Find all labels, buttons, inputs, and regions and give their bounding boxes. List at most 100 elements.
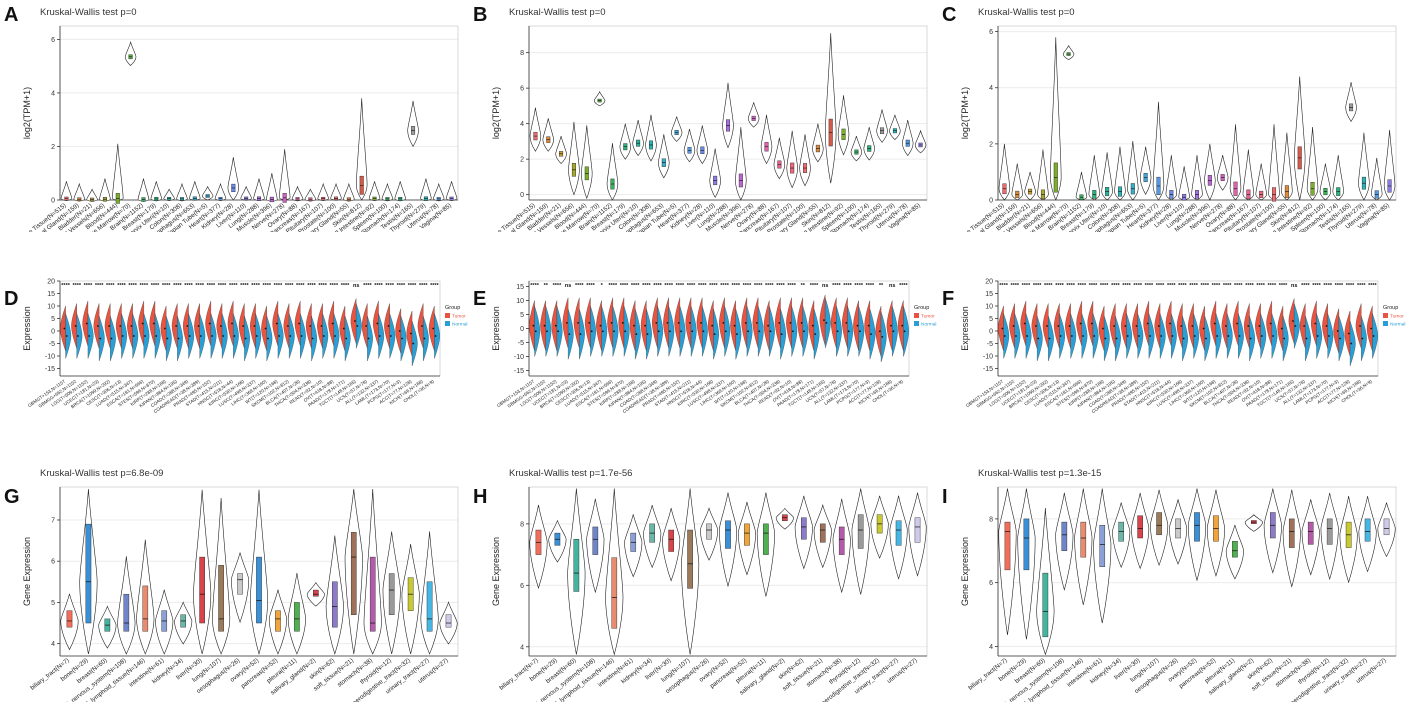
chart-f-normal-median bbox=[1249, 337, 1252, 340]
chart-d-tumor-violin bbox=[183, 303, 189, 349]
chart-e-tumor-median bbox=[722, 322, 725, 324]
chart-h-box bbox=[668, 529, 674, 552]
chart-e-normal-violin bbox=[802, 306, 809, 357]
chart-f-normal-median bbox=[1238, 335, 1241, 337]
chart-d-significance: **** bbox=[84, 283, 93, 289]
chart-g-box bbox=[445, 614, 452, 628]
chart-f-tumor-median bbox=[1202, 327, 1205, 330]
chart-e-normal-median bbox=[870, 333, 872, 335]
chart-e-normal-violin bbox=[746, 306, 753, 357]
chart-i-y-tick-label: 8 bbox=[989, 516, 993, 523]
chart-f-normal-violin bbox=[1215, 313, 1222, 359]
chart-e-normal-median bbox=[814, 333, 817, 335]
chart-g-box bbox=[66, 610, 73, 628]
chart-f-tumor-median bbox=[1124, 325, 1127, 327]
chart-e-significance: **** bbox=[620, 283, 629, 289]
chart-f-tumor-violin bbox=[1288, 298, 1295, 344]
chart-e-normal-median bbox=[836, 330, 839, 333]
chart-d-tumor-violin bbox=[361, 303, 368, 349]
chart-d-tumor-violin bbox=[250, 303, 256, 349]
chart-e-normal-median bbox=[903, 330, 906, 333]
chart-d-tumor-violin bbox=[328, 300, 334, 347]
chart-f-normal-violin bbox=[1171, 313, 1177, 359]
chart-b-violin bbox=[555, 136, 567, 165]
panel-g: G Kruskal-Wallis test p=6.8e-09 4 5 6 7 Gene … bbox=[0, 462, 469, 707]
chart-a-violin bbox=[304, 188, 317, 202]
chart-e-tumor-violin bbox=[618, 297, 625, 349]
chart-e-tumor-median bbox=[554, 324, 557, 327]
panel-letter-e: E bbox=[473, 288, 487, 310]
chart-e-normal-violin bbox=[690, 306, 697, 357]
chart-f-significance: **** bbox=[1167, 283, 1176, 289]
chart-b-violin bbox=[606, 143, 619, 201]
chart-e-normal-median bbox=[825, 322, 828, 324]
chart-f-legend-title: Group bbox=[1383, 305, 1398, 311]
chart-b-y-axis-title: log2(TPM+1) bbox=[491, 87, 501, 139]
chart-f-normal-median bbox=[1272, 335, 1274, 337]
chart-e-tumor-violin bbox=[663, 297, 669, 349]
chart-b-violin bbox=[735, 127, 747, 201]
chart-d-y-tick-label: 10 bbox=[47, 304, 55, 311]
chart-f-normal-median bbox=[1104, 337, 1107, 340]
chart-f-significance: **** bbox=[1044, 283, 1053, 289]
chart-d-legend-title: Group bbox=[445, 305, 460, 311]
chart-f-tumor-violin bbox=[1344, 310, 1351, 357]
chart-f-normal-median bbox=[1059, 335, 1062, 337]
chart-d-normal-median bbox=[367, 337, 370, 340]
chart-f-normal-violin bbox=[1182, 315, 1188, 362]
chart-d-normal-median bbox=[200, 335, 202, 337]
chart-b-violin bbox=[619, 123, 631, 160]
chart-b-violin bbox=[825, 33, 837, 184]
chart-d-tumor-violin bbox=[373, 300, 379, 347]
chart-b-violin bbox=[914, 129, 927, 154]
chart-f-tumor-median bbox=[1169, 322, 1171, 325]
chart-f-tumor-violin bbox=[1031, 303, 1038, 349]
chart-i-box bbox=[1080, 521, 1087, 558]
chart-f-normal-median bbox=[1115, 337, 1118, 340]
chart-b-violin bbox=[683, 128, 696, 163]
chart-f-tumor-median bbox=[1292, 320, 1294, 322]
chart-e-tumor-median bbox=[610, 322, 613, 324]
chart-d-normal-violin bbox=[344, 315, 351, 362]
chart-e-tumor-violin bbox=[797, 297, 803, 349]
chart-g-box bbox=[388, 573, 395, 615]
chart-f-significance: **** bbox=[1055, 283, 1064, 289]
chart-g-y-tick-label: 5 bbox=[51, 600, 55, 607]
chart-b-violin bbox=[876, 109, 888, 143]
chart-d-normal-violin bbox=[221, 313, 228, 359]
chart-d-tumor-violin bbox=[93, 303, 100, 349]
chart-e-tumor-median bbox=[633, 324, 635, 327]
chart-g-box bbox=[218, 565, 224, 632]
chart-e-y-tick-label: -10 bbox=[514, 354, 524, 361]
chart-f-significance: **** bbox=[1212, 283, 1221, 289]
chart-d-normal-violin bbox=[322, 313, 329, 359]
chart-a-violin bbox=[433, 182, 445, 202]
chart-d-tumor-median bbox=[119, 325, 122, 327]
chart-a-violin bbox=[356, 98, 368, 201]
chart-f-tumor-violin bbox=[1065, 303, 1071, 349]
chart-e-normal-violin bbox=[590, 306, 596, 357]
chart-h: Kruskal-Wallis test p=1.7e-56 4 6 8 Gene Exp… bbox=[491, 468, 928, 707]
chart-d-significance: **** bbox=[274, 283, 283, 289]
chart-g-box bbox=[294, 602, 300, 632]
chart-d-tumor-violin bbox=[395, 308, 402, 354]
chart-c-title: Kruskal-Wallis test p=0 bbox=[978, 7, 1075, 18]
chart-d-significance: **** bbox=[173, 283, 182, 289]
chart-f-normal-violin bbox=[1025, 313, 1032, 359]
chart-f-normal-violin bbox=[1081, 313, 1088, 359]
chart-i-box bbox=[1156, 512, 1162, 536]
chart-c-violin bbox=[1088, 155, 1100, 201]
panel-h: H Kruskal-Wallis test p=1.7e-56 4 6 8 Gene E… bbox=[469, 462, 938, 707]
chart-d-significance: **** bbox=[385, 283, 394, 289]
chart-f-tumor-median bbox=[1012, 325, 1015, 327]
chart-d-tumor-median bbox=[242, 325, 245, 327]
chart-e-y-tick-label: -15 bbox=[514, 368, 524, 375]
chart-f-tumor-violin bbox=[1098, 305, 1105, 352]
chart-f-normal-median bbox=[1193, 335, 1196, 337]
chart-b-violin bbox=[760, 114, 773, 165]
chart-f-tumor-violin bbox=[1042, 303, 1049, 349]
chart-a-violin bbox=[176, 182, 188, 202]
chart-e-normal-violin bbox=[858, 306, 865, 357]
panel-letter-h: H bbox=[473, 486, 488, 508]
chart-e-tumor-median bbox=[756, 322, 758, 324]
